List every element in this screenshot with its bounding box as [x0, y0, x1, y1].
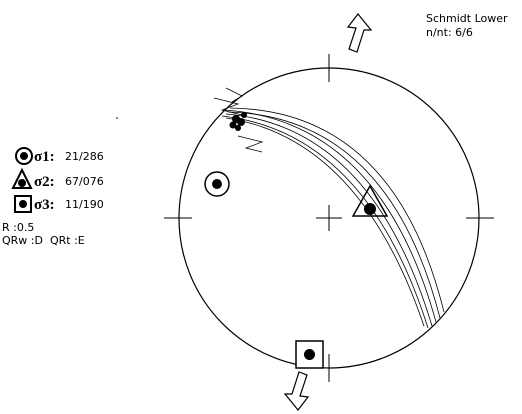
legend-symbol [18, 179, 26, 187]
count: n/nt: 6/6 [426, 26, 473, 39]
legend-label: σ1: [34, 149, 55, 165]
sigma1-marker [204, 171, 230, 197]
legend: σ1: 21/286 σ2: 67/076 σ3: 11/190 [11, 147, 104, 213]
slip-arrows [213, 87, 264, 153]
pole-cluster [229, 112, 247, 131]
dot [116, 117, 118, 119]
legend-value: 67/076 [65, 175, 104, 188]
legend-value: 21/286 [65, 150, 104, 163]
legend-label: σ2: [34, 174, 55, 190]
legend-symbol [14, 195, 32, 213]
legend-symbol [20, 152, 28, 160]
great-circles [221, 107, 445, 329]
projection-title: Schmidt Lower [426, 12, 508, 25]
stress-ratio: R :0.5 [2, 221, 34, 234]
legend-symbol [19, 200, 27, 208]
extension-arrows [283, 13, 373, 411]
legend-value: 11/190 [65, 198, 104, 211]
sigma3-marker [295, 340, 324, 369]
quality: QRw :D QRt :E [2, 234, 85, 247]
net-ticks [164, 54, 494, 382]
sigma2-marker [351, 184, 389, 217]
legend-label: σ3: [34, 197, 55, 213]
legend-symbol [11, 167, 33, 189]
legend-symbol [15, 147, 33, 165]
